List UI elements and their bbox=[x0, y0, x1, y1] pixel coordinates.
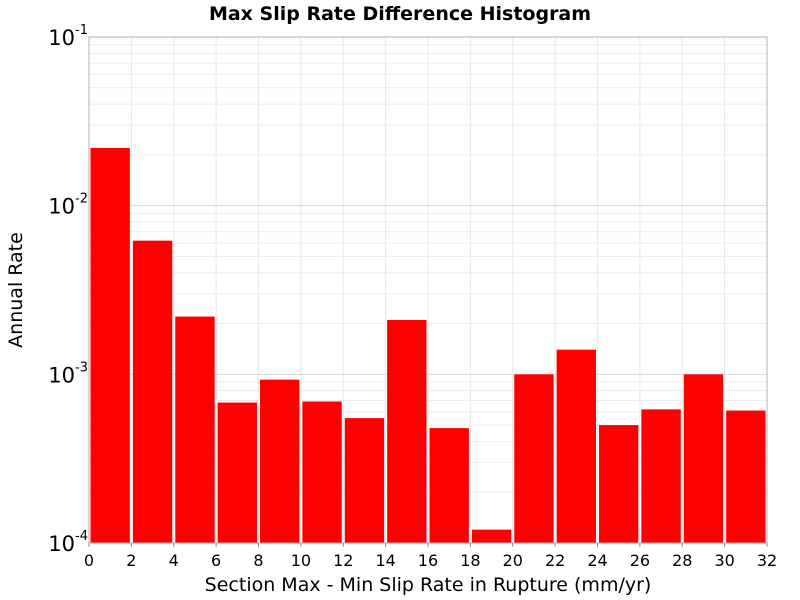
histogram-bar bbox=[514, 374, 554, 543]
y-axis-label: Annual Rate bbox=[5, 232, 27, 348]
histogram-bar bbox=[175, 316, 215, 543]
histogram-bar bbox=[302, 401, 342, 543]
y-tick-label: 10 -4 bbox=[48, 529, 88, 556]
x-tick-label: 26 bbox=[630, 551, 650, 570]
x-tick-label: 2 bbox=[126, 551, 136, 570]
y-tick-exponent: -2 bbox=[75, 192, 88, 207]
y-tick-base: 10 bbox=[48, 532, 75, 556]
histogram-bar bbox=[556, 349, 596, 543]
histogram-bar bbox=[217, 402, 257, 543]
x-tick-label: 14 bbox=[375, 551, 395, 570]
histogram-bar bbox=[132, 240, 173, 543]
x-tick-label: 10 bbox=[291, 551, 311, 570]
histogram-bar bbox=[387, 319, 427, 543]
y-tick-labels: 10-410-310-210-1 bbox=[48, 23, 88, 556]
x-tick-label: 6 bbox=[211, 551, 221, 570]
histogram-bar bbox=[471, 529, 512, 543]
y-tick-base: 10 bbox=[48, 363, 75, 387]
x-tick-label: 0 bbox=[84, 551, 94, 570]
y-tick-base: 10 bbox=[48, 195, 75, 219]
x-tick-label: 22 bbox=[545, 551, 565, 570]
x-tick-label: 12 bbox=[333, 551, 353, 570]
bars bbox=[90, 147, 766, 543]
y-tick-exponent: -4 bbox=[75, 529, 88, 544]
histogram-bar bbox=[599, 425, 639, 543]
x-tick-label: 28 bbox=[672, 551, 692, 570]
y-tick-exponent: -3 bbox=[75, 360, 88, 375]
histogram-bar bbox=[726, 410, 766, 543]
histogram-bar bbox=[260, 379, 300, 543]
x-tick-label: 30 bbox=[714, 551, 734, 570]
y-tick-exponent: -1 bbox=[75, 23, 88, 38]
histogram-bar bbox=[90, 147, 130, 543]
x-tick-label: 18 bbox=[460, 551, 480, 570]
x-tick-label: 32 bbox=[757, 551, 777, 570]
x-axis-label: Section Max - Min Slip Rate in Rupture (… bbox=[205, 574, 652, 596]
x-tick-label: 16 bbox=[418, 551, 438, 570]
y-tick-base: 10 bbox=[48, 26, 75, 50]
histogram-bar bbox=[683, 374, 724, 543]
x-tick-label: 20 bbox=[503, 551, 523, 570]
x-tick-labels: 0 2 4 6 8 10 12 14 16 18 20 22 24 26 28 30 32 bbox=[84, 543, 777, 570]
chart-title: Max Slip Rate Difference Histogram bbox=[209, 3, 591, 25]
histogram-bar bbox=[344, 418, 385, 543]
histogram-bar bbox=[641, 409, 681, 543]
y-tick-label: 10 -3 bbox=[48, 360, 88, 387]
histogram-bar bbox=[429, 428, 469, 543]
y-tick-label: 10 -2 bbox=[48, 192, 88, 219]
x-tick-label: 8 bbox=[253, 551, 263, 570]
x-tick-label: 4 bbox=[169, 551, 179, 570]
x-tick-label: 24 bbox=[587, 551, 607, 570]
y-tick-label: 10 -1 bbox=[48, 23, 88, 50]
